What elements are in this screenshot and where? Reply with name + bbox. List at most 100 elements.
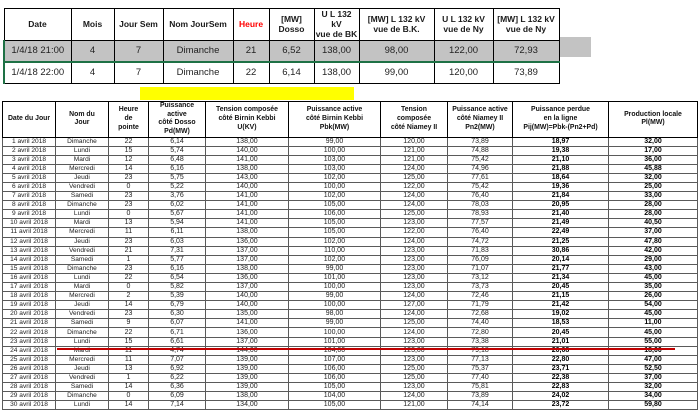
cell[interactable]: 7 (113, 39, 164, 63)
cell[interactable]: 124,00 (380, 236, 448, 247)
cell[interactable]: 99,00 (288, 318, 381, 329)
cell[interactable]: 103,00 (288, 163, 381, 174)
cell[interactable]: 13 (108, 363, 149, 374)
cell[interactable]: 6,16 (148, 263, 206, 274)
cell[interactable]: 140,00 (205, 300, 289, 311)
cell[interactable]: 123,00 (380, 382, 448, 393)
cell[interactable]: 28 avril 2018 (2, 382, 56, 393)
cell[interactable]: 103,00 (288, 154, 381, 165)
cell[interactable]: 4 avril 2018 (2, 163, 56, 174)
cell[interactable]: 32,00 (608, 382, 698, 393)
cell[interactable]: 40,50 (608, 218, 698, 229)
cell[interactable]: 5,22 (148, 181, 206, 193)
cell[interactable]: 23 (108, 191, 149, 202)
cell[interactable]: 5,75 (148, 172, 206, 183)
cell[interactable]: Mardi (55, 281, 109, 293)
cell[interactable]: 138,00 (205, 163, 289, 174)
cell[interactable]: Lundi (55, 272, 109, 284)
cell[interactable]: 137,00 (205, 245, 289, 256)
cell[interactable]: 10 avril 2018 (2, 218, 56, 229)
cell[interactable]: 27 avril 2018 (2, 372, 56, 384)
cell[interactable]: 20,95 (512, 200, 609, 211)
cell[interactable]: Mercredi (55, 354, 109, 365)
cell[interactable]: 5,74 (148, 145, 206, 156)
cell[interactable]: 7,31 (148, 245, 206, 256)
cell[interactable]: 138,00 (205, 227, 289, 238)
cell[interactable]: 16 avril 2018 (2, 272, 56, 284)
cell[interactable]: 76,09 (447, 254, 513, 265)
cell[interactable]: 123,00 (380, 254, 448, 265)
cell[interactable]: 1/4/18 21:00 (3, 39, 72, 63)
cell[interactable]: 102,00 (288, 191, 381, 202)
cell[interactable]: 99,00 (358, 61, 435, 84)
column-header[interactable]: Production locale Pl(MW) (608, 101, 698, 138)
cell[interactable]: Lundi (55, 400, 109, 410)
cell[interactable]: 20,45 (512, 281, 609, 293)
cell[interactable]: 21,42 (512, 300, 609, 311)
cell[interactable]: 140,00 (205, 181, 289, 193)
cell[interactable]: 6,16 (148, 163, 206, 174)
cell[interactable]: Lundi (55, 209, 109, 220)
cell[interactable]: 137,00 (205, 336, 289, 347)
cell[interactable]: 18,64 (512, 172, 609, 183)
cell[interactable]: 75,42 (447, 181, 513, 193)
cell[interactable]: 73,38 (447, 336, 513, 347)
cell[interactable]: 13 avril 2018 (2, 245, 56, 256)
cell[interactable]: 32,00 (608, 172, 698, 183)
cell[interactable]: Dimanche (162, 39, 234, 63)
cell[interactable]: 139,00 (205, 354, 289, 365)
cell[interactable]: 139,00 (205, 363, 289, 374)
cell[interactable]: 99,00 (288, 136, 381, 147)
cell[interactable]: 4 (70, 61, 115, 84)
cell[interactable]: 124,00 (380, 391, 448, 402)
cell[interactable]: 6,36 (148, 382, 206, 393)
cell[interactable]: Samedi (55, 254, 109, 265)
cell[interactable]: 21 (232, 39, 270, 63)
cell[interactable]: 124,00 (380, 191, 448, 202)
cell[interactable]: 141,00 (205, 218, 289, 229)
cell[interactable]: 18,53 (512, 318, 609, 329)
cell[interactable]: Vendredi (55, 181, 109, 193)
cell[interactable]: 21,01 (512, 336, 609, 347)
cell[interactable]: 22 (108, 272, 149, 284)
cell[interactable]: 22 (108, 327, 149, 338)
cell[interactable]: 73,89 (447, 136, 513, 147)
cell[interactable]: 23,72 (512, 400, 609, 410)
cell[interactable]: 22,38 (512, 372, 609, 384)
cell[interactable]: 100,00 (288, 300, 381, 311)
cell[interactable]: 136,00 (205, 272, 289, 284)
cell[interactable]: Jeudi (55, 300, 109, 311)
cell[interactable]: 74,88 (447, 145, 513, 156)
cell[interactable]: 74,14 (447, 400, 513, 410)
cell[interactable]: 125,00 (380, 172, 448, 183)
column-header[interactable]: Puissance perdue en la ligne Pij(MW)=Pbk… (512, 101, 609, 138)
cell[interactable]: 14 (108, 400, 149, 410)
column-header[interactable]: U L 132 kV vue de Ny (433, 8, 494, 41)
cell[interactable]: 43,00 (608, 263, 698, 274)
cell[interactable]: 74,72 (447, 236, 513, 247)
cell[interactable]: 105,00 (288, 200, 381, 211)
cell[interactable]: 55,00 (608, 336, 698, 347)
cell[interactable]: 139,00 (205, 382, 289, 393)
cell[interactable]: 23 (108, 309, 149, 320)
cell[interactable]: 45,00 (608, 272, 698, 284)
cell[interactable]: 98,00 (288, 309, 381, 320)
cell[interactable]: 75,37 (447, 363, 513, 374)
cell[interactable]: 99,00 (288, 291, 381, 302)
cell[interactable]: 1 (108, 372, 149, 384)
cell[interactable]: 21,10 (512, 154, 609, 165)
cell[interactable]: 14 (108, 300, 149, 311)
cell[interactable]: 3 avril 2018 (2, 154, 56, 165)
cell[interactable]: 21,25 (512, 236, 609, 247)
cell[interactable]: 14 avril 2018 (2, 254, 56, 265)
cell[interactable]: 77,61 (447, 172, 513, 183)
cell[interactable]: 59,80 (608, 400, 698, 410)
cell[interactable]: 76,40 (447, 227, 513, 238)
cell[interactable]: 122,00 (380, 227, 448, 238)
cell[interactable]: 22 avril 2018 (2, 327, 56, 338)
cell[interactable]: Mardi (55, 218, 109, 229)
cell[interactable]: Vendredi (55, 372, 109, 384)
cell[interactable]: 21,15 (512, 291, 609, 302)
cell[interactable]: 47,80 (608, 236, 698, 247)
cell[interactable]: 138,00 (205, 136, 289, 147)
